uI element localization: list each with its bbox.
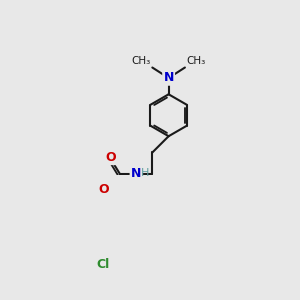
Text: CH₃: CH₃	[131, 56, 151, 66]
Text: H: H	[141, 168, 149, 178]
Text: N: N	[131, 167, 141, 180]
Text: Cl: Cl	[97, 258, 110, 271]
Text: O: O	[105, 151, 116, 164]
Text: N: N	[164, 71, 174, 85]
Text: O: O	[98, 184, 109, 196]
Text: CH₃: CH₃	[187, 56, 206, 66]
